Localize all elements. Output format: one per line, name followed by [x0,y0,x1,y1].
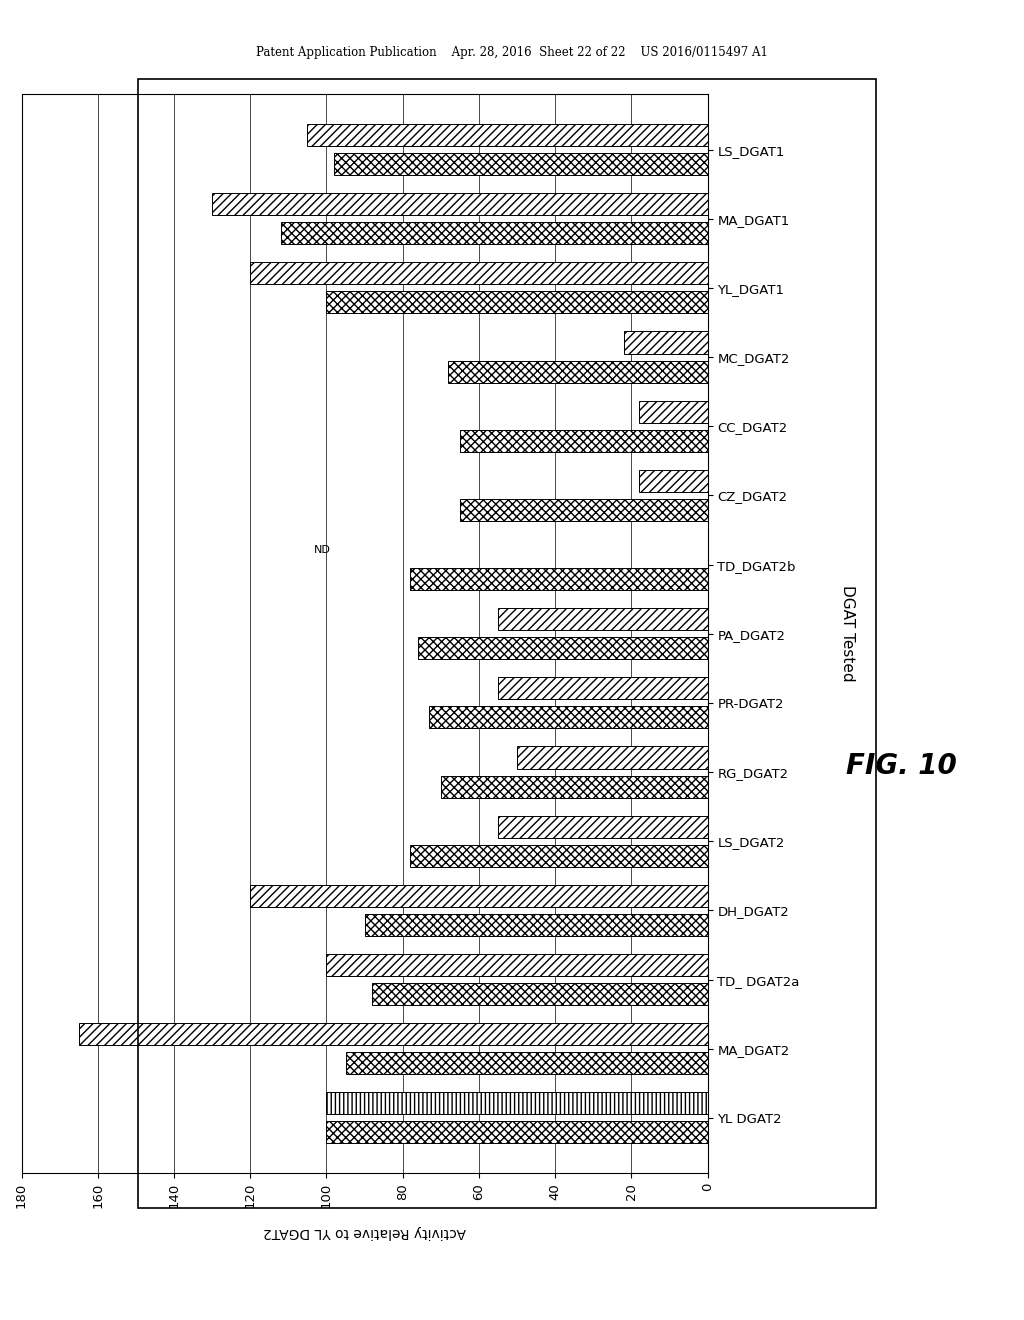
Bar [365,913,708,936]
Bar [411,845,708,867]
Text: Patent Application Publication    Apr. 28, 2016  Sheet 22 of 22    US 2016/01154: Patent Application Publication Apr. 28, … [256,46,768,59]
Text: FIG. 10: FIG. 10 [846,751,956,780]
Bar [250,263,708,284]
Bar [327,1093,708,1114]
Bar [517,747,708,768]
Bar [449,360,708,383]
Bar [373,983,708,1005]
Bar [460,499,708,521]
Bar [441,776,708,797]
Bar [429,706,708,729]
Bar [460,430,708,451]
Bar [307,124,708,147]
Bar [281,222,708,244]
X-axis label: Activity Relative to YL DGAT2: Activity Relative to YL DGAT2 [263,1225,466,1239]
Text: ND: ND [313,545,331,554]
Bar [250,884,708,907]
Bar [498,609,708,630]
Bar [639,400,708,422]
Bar [345,1052,708,1074]
Bar [334,153,708,176]
Bar [327,1093,708,1114]
Bar [79,1023,708,1045]
Bar [639,470,708,492]
Bar [327,1122,708,1143]
Bar [498,677,708,700]
Bar [411,568,708,590]
Bar [212,193,708,215]
Bar [624,331,708,354]
Bar [327,954,708,975]
Y-axis label: DGAT Tested: DGAT Tested [841,585,855,682]
Bar [327,292,708,313]
Bar [498,816,708,838]
Bar [418,638,708,659]
